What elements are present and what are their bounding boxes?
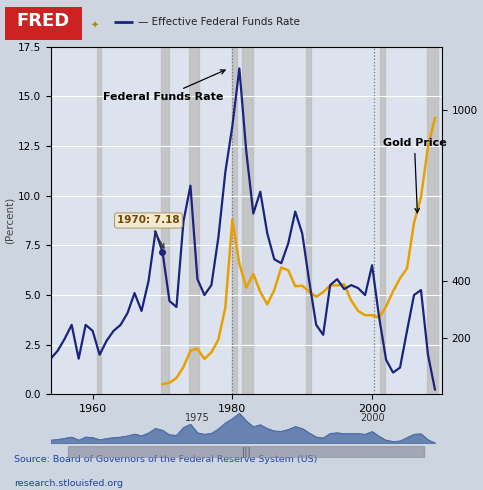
Bar <box>242 47 253 394</box>
Text: Federal Funds Rate: Federal Funds Rate <box>103 70 225 102</box>
Bar <box>189 47 199 394</box>
Text: ✦: ✦ <box>90 21 98 30</box>
Text: 1975: 1975 <box>185 414 210 423</box>
Bar <box>381 47 385 394</box>
Bar <box>97 47 101 394</box>
Y-axis label: $: $ <box>482 220 483 234</box>
Text: |||: ||| <box>242 447 251 457</box>
Bar <box>232 47 237 394</box>
Y-axis label: (Percent): (Percent) <box>5 197 15 244</box>
FancyBboxPatch shape <box>5 7 82 40</box>
Text: 1970: 7.18: 1970: 7.18 <box>117 216 180 248</box>
Text: 2000: 2000 <box>360 414 384 423</box>
Bar <box>427 47 438 394</box>
Text: research.stlouisfed.org: research.stlouisfed.org <box>14 479 123 488</box>
Text: Source: Board of Governors of the Federal Reserve System (US): Source: Board of Governors of the Federa… <box>14 455 318 464</box>
Bar <box>161 47 169 394</box>
Text: — Effective Federal Funds Rate: — Effective Federal Funds Rate <box>138 17 299 27</box>
Bar <box>306 47 311 394</box>
Text: FRED: FRED <box>17 12 70 30</box>
Text: Gold Price: Gold Price <box>383 138 446 213</box>
